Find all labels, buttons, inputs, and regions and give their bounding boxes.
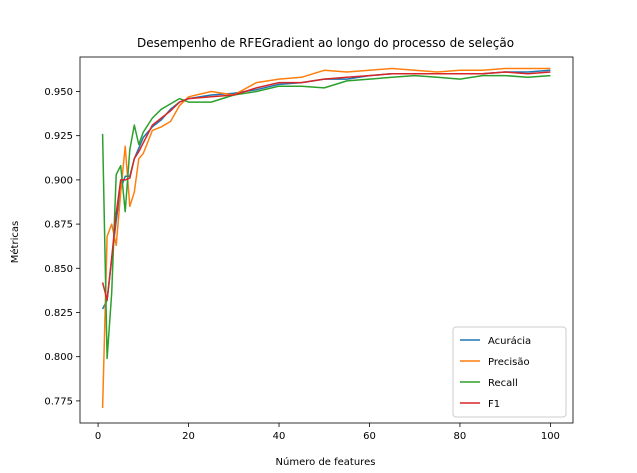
x-axis-label: Número de features bbox=[276, 456, 376, 468]
y-axis-label: Métricas bbox=[9, 221, 21, 263]
y-tick-label: 0.900 bbox=[44, 175, 73, 186]
plot-area: 0 20 40 60 80 100 0.775 0.800 0.825 0.850 0.875 0.9… bbox=[44, 56, 574, 442]
y-tick-label: 0.950 bbox=[44, 87, 73, 98]
y-tick-label: 0.825 bbox=[44, 308, 73, 319]
x-tick-label: 40 bbox=[273, 431, 286, 442]
x-tick-label: 80 bbox=[454, 431, 467, 442]
y-tick-label: 0.775 bbox=[44, 396, 73, 407]
x-tick-label: 100 bbox=[541, 431, 560, 442]
legend-label-1: Precisão bbox=[488, 357, 530, 368]
x-tick-label: 20 bbox=[182, 431, 195, 442]
y-tick-label: 0.800 bbox=[44, 352, 73, 363]
y-tick-label: 0.875 bbox=[44, 220, 73, 231]
legend-label-0: Acurácia bbox=[488, 335, 531, 347]
series-line-3 bbox=[101, 71, 551, 301]
series-line-2 bbox=[101, 74, 551, 360]
x-tick-label: 0 bbox=[95, 431, 101, 442]
legend-label-3: F1 bbox=[488, 399, 500, 410]
series-line-1 bbox=[101, 67, 551, 409]
x-tick-label: 60 bbox=[363, 431, 376, 442]
legend-label-2: Recall bbox=[488, 378, 518, 389]
y-tick-label: 0.925 bbox=[44, 131, 73, 142]
y-tick-label: 0.850 bbox=[44, 264, 73, 275]
axes-frame bbox=[79, 56, 574, 424]
chart-title: Desempenho de RFEGradient ao longo do pr… bbox=[137, 36, 514, 50]
legend: Acurácia Precisão Recall F1 bbox=[452, 326, 567, 418]
legend-box bbox=[452, 326, 567, 418]
